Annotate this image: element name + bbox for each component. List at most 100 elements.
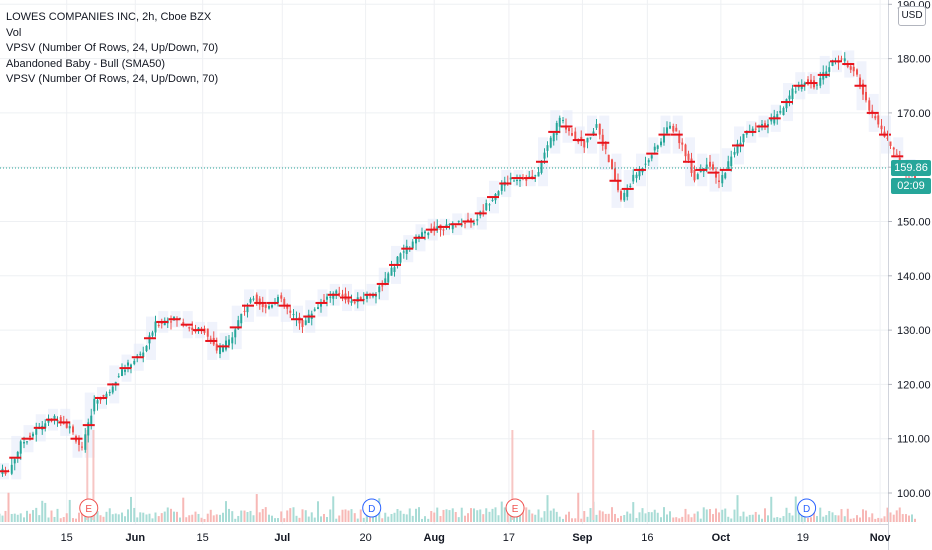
volume-bar xyxy=(797,508,800,522)
volume-bar xyxy=(555,511,558,522)
candle-body xyxy=(23,442,25,444)
currency-label[interactable]: USD xyxy=(898,6,926,26)
poc-mark xyxy=(707,171,720,174)
volume-bar xyxy=(482,514,485,522)
event-marker-e[interactable]: E xyxy=(79,498,99,518)
volume-bar xyxy=(528,509,531,522)
candle-body xyxy=(785,99,788,109)
poc-mark xyxy=(229,326,242,329)
volume-bar xyxy=(641,508,644,522)
volume-bar xyxy=(516,513,518,522)
candle-body xyxy=(335,290,338,294)
poc-mark xyxy=(817,73,830,76)
candle-body xyxy=(650,155,653,159)
volume-bar xyxy=(283,518,286,522)
volume-bar xyxy=(268,514,270,522)
legend-abandoned-baby[interactable]: Abandoned Baby - Bull (SMA50) xyxy=(6,57,165,70)
candle-body xyxy=(467,219,469,222)
legend-vpsv-1[interactable]: VPSV (Number Of Rows, 24, Up/Down, 70) xyxy=(6,42,219,54)
volume-bar xyxy=(807,518,809,522)
candle-body xyxy=(580,136,583,142)
volume-bar xyxy=(310,512,313,522)
candle-body xyxy=(516,179,518,181)
candle-body xyxy=(246,306,249,313)
volume-bar xyxy=(595,514,598,522)
volume-bar xyxy=(709,509,711,522)
candle-body xyxy=(776,114,779,120)
volume-bar xyxy=(479,509,482,522)
volume-bar xyxy=(871,513,874,522)
volume-bar xyxy=(782,516,785,522)
candle-body xyxy=(718,180,720,183)
volume-bar xyxy=(614,513,616,522)
candle-body xyxy=(592,131,595,135)
volume-bar xyxy=(124,516,126,522)
volume-bar xyxy=(243,510,246,522)
volume-bar xyxy=(485,508,488,522)
volume-bar xyxy=(846,508,849,522)
volume-bar xyxy=(231,511,234,522)
volume-bar xyxy=(366,515,368,522)
candle-body xyxy=(301,320,304,328)
volume-bar xyxy=(776,517,779,522)
candle-body xyxy=(571,133,573,136)
volume-bar xyxy=(506,507,509,522)
poc-mark xyxy=(536,160,548,163)
candle-body xyxy=(111,386,114,393)
poc-mark xyxy=(33,426,46,429)
volume-bar xyxy=(748,514,751,522)
volume-bar xyxy=(228,508,230,522)
volume-bar xyxy=(464,515,466,522)
candle-body xyxy=(448,223,451,225)
volume-bar xyxy=(509,513,512,522)
legend-vpsv-2[interactable]: VPSV (Number Of Rows, 24, Up/Down, 70) xyxy=(6,73,219,85)
candle-body xyxy=(727,161,730,169)
volume-bar xyxy=(558,516,561,522)
volume-bar xyxy=(788,512,791,522)
candle-body xyxy=(482,210,485,212)
candle-body xyxy=(476,219,479,221)
candle-body xyxy=(880,125,883,130)
candle-body xyxy=(886,137,889,139)
candle-body xyxy=(614,168,616,182)
volume-bar xyxy=(356,518,359,522)
event-marker-d[interactable]: D xyxy=(362,498,382,518)
candle-body xyxy=(234,329,237,338)
candle-body xyxy=(660,141,662,146)
volume-bar xyxy=(1,515,4,522)
volume-bar xyxy=(436,507,439,522)
candle-body xyxy=(29,435,31,438)
poc-mark xyxy=(327,293,340,296)
volume-spike xyxy=(92,430,95,520)
poc-mark xyxy=(548,130,561,133)
volume-bar xyxy=(286,510,289,522)
candle-body xyxy=(724,173,727,179)
poc-mark xyxy=(634,168,646,171)
volume-bar xyxy=(445,509,448,522)
candle-body xyxy=(604,143,607,150)
candle-body xyxy=(767,124,769,127)
candle-body xyxy=(59,417,62,423)
poc-mark xyxy=(364,293,377,296)
volume-bar xyxy=(264,507,267,522)
volume-bar xyxy=(794,496,797,522)
volume-bar xyxy=(4,510,7,522)
ytick-label: 150.00 xyxy=(897,217,931,229)
candle-body xyxy=(534,175,537,177)
event-marker-d[interactable]: D xyxy=(797,498,817,518)
candle-body xyxy=(225,340,227,350)
volume-bar xyxy=(307,516,310,522)
volume-bar xyxy=(206,513,209,522)
volume-bar xyxy=(200,517,203,522)
last-price-tag: 159.86 xyxy=(891,159,931,176)
legend-title[interactable]: LOWES COMPANIES INC, 2h, Cboe BZX xyxy=(6,11,212,23)
legend-vol[interactable]: Vol xyxy=(6,26,22,39)
candle-body xyxy=(421,232,423,239)
candle-body xyxy=(509,177,512,180)
poc-mark xyxy=(82,424,95,427)
candle-body xyxy=(415,238,417,244)
volume-bar xyxy=(130,496,132,522)
event-marker-e[interactable]: E xyxy=(505,498,525,518)
candle-body xyxy=(148,335,151,344)
